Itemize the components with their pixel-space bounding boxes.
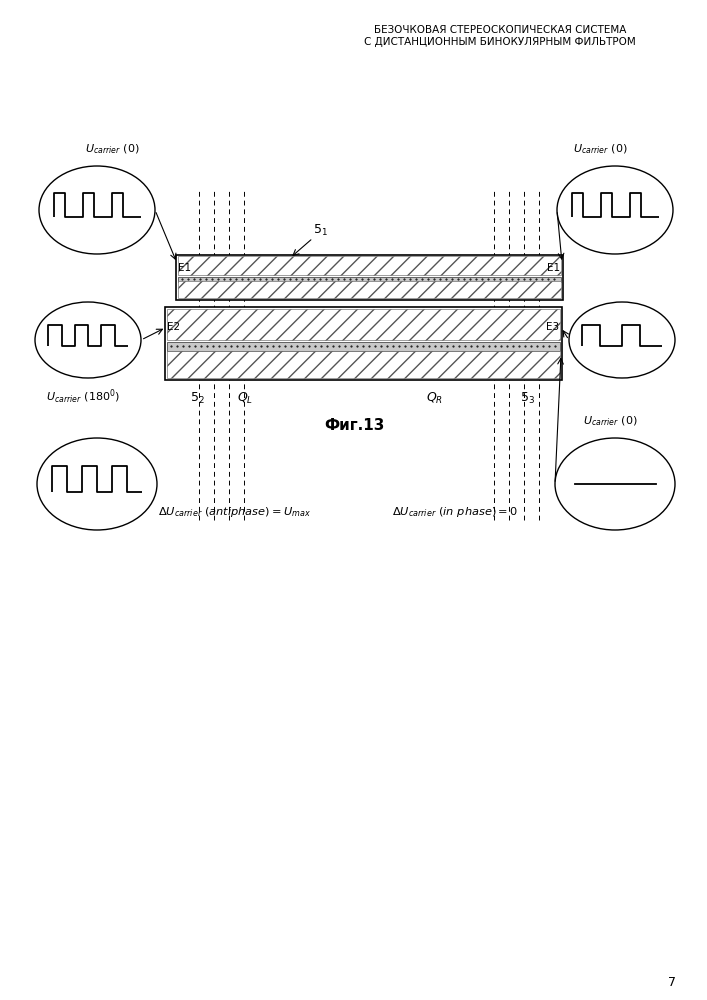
Bar — [165, 307, 562, 380]
Text: $U_{carrier}\ (0)$: $U_{carrier}\ (0)$ — [583, 414, 637, 428]
Text: $U_{carrier}\ (180^0)$: $U_{carrier}\ (180^0)$ — [46, 388, 120, 406]
Ellipse shape — [555, 438, 675, 530]
Text: $5_1$: $5_1$ — [312, 222, 327, 238]
Ellipse shape — [557, 166, 673, 254]
Text: $5_3$: $5_3$ — [520, 390, 534, 406]
Text: E1: E1 — [178, 263, 191, 273]
Text: $U_{carrier}\ (0)$: $U_{carrier}\ (0)$ — [85, 142, 139, 156]
Text: Фиг.13: Фиг.13 — [324, 418, 384, 432]
Ellipse shape — [35, 302, 141, 378]
Text: E2: E2 — [167, 322, 180, 332]
Ellipse shape — [37, 438, 157, 530]
Text: $U_{carrier}\ (0)$: $U_{carrier}\ (0)$ — [573, 142, 627, 156]
Text: 7: 7 — [668, 976, 676, 988]
Bar — [167, 351, 560, 378]
Text: БЕЗОЧКОВАЯ СТЕРЕОСКОПИЧЕСКАЯ СИСТЕМА: БЕЗОЧКОВАЯ СТЕРЕОСКОПИЧЕСКАЯ СИСТЕМА — [374, 25, 626, 35]
Bar — [167, 309, 560, 340]
Text: $\Delta U_{carrier}\ (in\ phase) = 0$: $\Delta U_{carrier}\ (in\ phase) = 0$ — [392, 505, 518, 519]
Text: E3: E3 — [546, 322, 559, 332]
Text: $Q_R$: $Q_R$ — [426, 390, 443, 406]
Text: $Q_L$: $Q_L$ — [237, 390, 253, 406]
Text: С ДИСТАНЦИОННЫМ БИНОКУЛЯРНЫМ ФИЛЬТРОМ: С ДИСТАНЦИОННЫМ БИНОКУЛЯРНЫМ ФИЛЬТРОМ — [364, 37, 636, 47]
Bar — [178, 256, 561, 275]
Text: E1: E1 — [547, 263, 560, 273]
Ellipse shape — [569, 302, 675, 378]
Bar — [178, 277, 561, 282]
Ellipse shape — [39, 166, 155, 254]
Text: $\Delta U_{carrier}\ (antiphase) = U_{max}$: $\Delta U_{carrier}\ (antiphase) = U_{ma… — [158, 505, 311, 519]
Bar — [178, 281, 561, 298]
Bar — [176, 255, 563, 300]
Text: $5_2$: $5_2$ — [189, 390, 204, 406]
Bar — [167, 342, 560, 351]
